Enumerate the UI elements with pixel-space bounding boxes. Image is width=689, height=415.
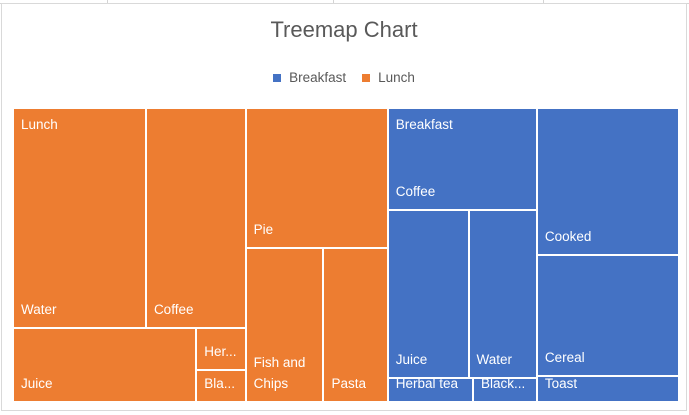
legend-item-breakfast[interactable]: Breakfast — [273, 70, 346, 85]
treemap-tile[interactable]: Juice — [13, 327, 197, 402]
group-label: Breakfast — [395, 117, 453, 132]
treemap-tile[interactable]: Black... — [472, 377, 537, 402]
treemap-tile[interactable]: Coffee — [145, 108, 246, 328]
legend: Breakfast Lunch — [2, 70, 686, 85]
treemap-tile[interactable]: Breakfast Coffee — [387, 108, 537, 210]
tile-label: Fish and Chips — [253, 354, 306, 391]
treemap-tile[interactable]: Toast — [536, 376, 679, 402]
tile-label: Coffee — [153, 301, 194, 317]
tile-label: Pasta — [331, 375, 366, 391]
group-label: Lunch — [21, 117, 58, 132]
tile-label: Her... — [204, 344, 237, 360]
legend-item-lunch[interactable]: Lunch — [362, 70, 415, 85]
tile-label: Juice — [395, 351, 428, 367]
legend-swatch-lunch — [362, 73, 371, 82]
tile-label: Cooked — [544, 229, 592, 244]
tile-label: Water — [21, 301, 57, 317]
treemap-tile[interactable]: Herbal tea — [387, 377, 473, 402]
legend-label: Breakfast — [289, 70, 347, 85]
tile-label: Juice — [21, 375, 53, 391]
tile-label: Cereal — [544, 350, 585, 366]
tile-label: Black... — [480, 377, 526, 391]
plot-area: Lunch Water Coffee Juice Her... Bla... Pie Fish… — [13, 108, 679, 402]
treemap-tile[interactable]: Pie — [245, 108, 388, 248]
treemap-tile[interactable]: Juice — [387, 209, 469, 378]
treemap-tile[interactable]: Lunch Water — [13, 108, 146, 328]
treemap-tile[interactable]: Pasta — [323, 247, 388, 402]
tile-label: Herbal tea — [395, 377, 459, 391]
legend-swatch-breakfast — [273, 73, 282, 82]
legend-label: Lunch — [378, 70, 415, 85]
treemap-tile[interactable]: Water — [468, 209, 537, 378]
tile-label: Pie — [253, 221, 274, 237]
treemap-chart[interactable]: Treemap Chart Breakfast Lunch Lunch Water… — [1, 3, 687, 411]
treemap-tile[interactable]: Her... — [196, 327, 246, 371]
tile-label: Coffee — [395, 183, 436, 199]
treemap-tile[interactable]: Fish and Chips — [245, 247, 324, 402]
tile-label: Bla... — [204, 375, 236, 391]
chart-title: Treemap Chart — [270, 17, 418, 42]
tile-label: Water — [476, 351, 513, 367]
treemap-tile[interactable]: Bla... — [196, 370, 246, 402]
treemap-tile[interactable]: Cereal — [536, 255, 679, 377]
tile-label: Toast — [544, 376, 578, 391]
treemap-tile[interactable]: Cooked — [536, 108, 679, 255]
